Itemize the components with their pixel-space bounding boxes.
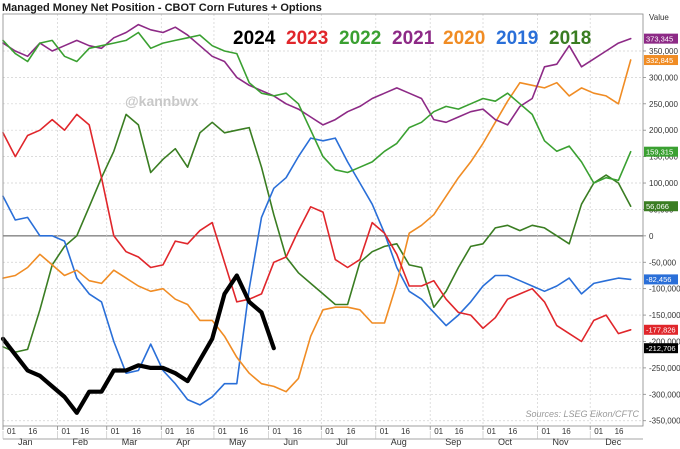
last-value-box-2023 [644, 324, 678, 335]
last-value-label-2018: 56,066 [646, 202, 669, 211]
x-tick-label: 16 [186, 427, 195, 436]
y-axis-label: Value [649, 13, 669, 22]
legend-entry-2024: 2024 [233, 28, 276, 49]
x-tick-label: 16 [132, 427, 141, 436]
x-tick-label: 01 [272, 427, 281, 436]
legend-entry-2019: 2019 [496, 28, 538, 49]
x-tick-label: 01 [218, 427, 227, 436]
legend-entry-2021: 2021 [392, 28, 435, 49]
x-tick-label: 01 [542, 427, 551, 436]
x-tick-label: 16 [28, 427, 37, 436]
last-value-box-2019 [644, 274, 678, 285]
x-tick-label: 01 [62, 427, 71, 436]
legend-entry-2018: 2018 [549, 28, 591, 49]
y-tick-label: 0 [649, 232, 654, 241]
last-value-label-2019: -82,456 [646, 275, 671, 284]
plot-frame [2, 13, 644, 427]
series-line-2021 [2, 23, 632, 126]
legend-entry-2023: 2023 [286, 28, 328, 49]
x-tick-label: 16 [347, 427, 356, 436]
x-tick-label: 01 [434, 427, 443, 436]
series-line-2024 [0, 273, 276, 415]
y-tick-label: -150,000 [649, 311, 680, 320]
last-value-label-2021: 373,345 [646, 34, 673, 43]
y-tick-label: 300,000 [649, 73, 678, 82]
x-tick-label: 01 [7, 427, 16, 436]
y-axis: -350,000 -300,000 -250,000 -200,000 -150,000… [643, 47, 680, 426]
y-tick-label: 250,000 [649, 100, 678, 109]
x-tick-label: 16 [455, 427, 464, 436]
watermark-group: @kannbwx [125, 93, 199, 109]
x-tick-label: 01 [111, 427, 120, 436]
last-value-box-2024 [644, 343, 678, 354]
x-tick-label: 01 [325, 427, 334, 436]
month-label: Jun [283, 437, 298, 447]
x-tick-label: 01 [380, 427, 389, 436]
month-label: Mar [122, 437, 138, 447]
x-tick-label: 16 [615, 427, 624, 436]
y-tick-label: -350,000 [649, 417, 680, 426]
x-tick-label: 16 [239, 427, 248, 436]
x-tick-label: 01 [594, 427, 603, 436]
series-line-2022 [2, 31, 632, 184]
series-line-2018 [2, 113, 632, 353]
month-label: Apr [176, 437, 190, 447]
x-tick-label: 01 [165, 427, 174, 436]
month-label: Aug [391, 437, 407, 447]
y-tick-label: 350,000 [649, 47, 678, 56]
legend-entry-2020: 2020 [443, 28, 485, 49]
x-tick-label: 16 [401, 427, 410, 436]
month-label: Sep [445, 437, 461, 447]
last-value-box-2022 [644, 146, 678, 157]
series-line-2023 [2, 113, 632, 343]
watermark: @kannbwx [125, 93, 199, 109]
month-label: Jan [18, 437, 33, 447]
series-lines [0, 23, 632, 415]
month-label: Oct [498, 437, 513, 447]
y-tick-label: 200,000 [649, 126, 678, 135]
chart-title: Managed Money Net Position - CBOT Corn F… [2, 2, 322, 14]
x-tick-label: 01 [487, 427, 496, 436]
month-label: Nov [553, 437, 570, 447]
last-value-labels: 373,345 332,845 159,315 56,066 -82,456 -177,8… [644, 33, 678, 354]
x-tick-label: 16 [293, 427, 302, 436]
last-value-label-2023: -177,826 [646, 326, 676, 335]
last-value-box-2020 [644, 55, 678, 66]
series-line-2019 [2, 137, 632, 406]
y-tick-label: -200,000 [649, 337, 680, 346]
last-value-box-2018 [644, 201, 678, 212]
y-tick-label: -100,000 [649, 285, 680, 294]
y-tick-label: -250,000 [649, 364, 680, 373]
legend: 2024 2023 2022 2021 2020 2019 2018 [233, 28, 591, 49]
x-tick-label: 16 [80, 427, 89, 436]
series-line-2020 [2, 59, 632, 393]
month-label: Dec [605, 437, 622, 447]
x-tick-label: 16 [508, 427, 517, 436]
last-value-label-2024: -212,706 [646, 344, 676, 353]
source-note: Sources: LSEG Eikon/CFTC [525, 409, 639, 419]
y-tick-label: 100,000 [649, 179, 678, 188]
last-value-label-2022: 159,315 [646, 147, 673, 156]
month-label: May [229, 437, 247, 447]
month-label: Jul [336, 437, 348, 447]
y-tick-label: -50,000 [649, 258, 677, 267]
last-value-label-2020: 332,845 [646, 56, 673, 65]
month-label: Feb [73, 437, 89, 447]
grid [3, 14, 643, 426]
legend-entry-2022: 2022 [339, 28, 381, 49]
y-tick-label: 150,000 [649, 153, 678, 162]
last-value-box-2021 [644, 33, 678, 44]
y-tick-label: -300,000 [649, 390, 680, 399]
x-tick-label: 16 [562, 427, 571, 436]
